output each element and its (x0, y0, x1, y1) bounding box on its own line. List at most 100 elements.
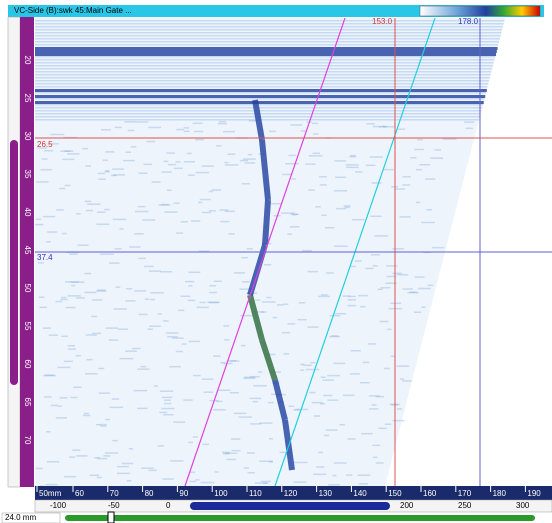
scan-speckle (55, 417, 67, 419)
scan-speckle (183, 399, 193, 401)
scan-speckle (306, 368, 320, 371)
scan-speckle (185, 280, 195, 283)
scan-band (35, 95, 486, 98)
cursor-label: 153.0 (372, 17, 393, 26)
scan-speckle (153, 385, 158, 387)
scan-speckle (369, 156, 383, 158)
cursor-label: 26.5 (37, 140, 53, 149)
scan-speckle (331, 335, 339, 337)
scan-speckle (241, 183, 250, 185)
scan-band (35, 29, 503, 31)
scan-speckle (259, 460, 273, 462)
scan-speckle (163, 399, 171, 401)
scan-speckle (219, 209, 229, 211)
scan-speckle (335, 176, 347, 179)
slider-track[interactable] (65, 515, 535, 521)
scan-speckle (233, 412, 247, 415)
ruler-label: 200 (400, 501, 414, 510)
scan-speckle (85, 209, 94, 212)
scan-speckle (315, 206, 321, 208)
scan-speckle (333, 245, 348, 248)
scan-speckle (343, 205, 351, 207)
scan-speckle (100, 253, 115, 255)
scan-speckle (249, 375, 260, 378)
scan-speckle (224, 164, 239, 166)
scan-speckle (430, 157, 444, 159)
scan-speckle (257, 371, 263, 373)
scan-speckle (268, 437, 274, 440)
scan-speckle (311, 401, 323, 404)
scan-speckle (228, 233, 235, 235)
scan-speckle (308, 189, 315, 191)
indication (252, 99, 265, 141)
slider-handle[interactable] (107, 511, 115, 523)
scan-speckle (333, 462, 347, 464)
scan-speckle (192, 122, 203, 125)
scan-speckle (50, 133, 65, 136)
scan-speckle (293, 461, 308, 464)
scan-speckle (180, 221, 188, 223)
scan-speckle (56, 209, 64, 211)
scan-band (35, 56, 496, 58)
scan-speckle (134, 290, 147, 292)
scan-speckle (60, 150, 74, 152)
scan-speckle (96, 211, 106, 213)
scan-speckle (217, 122, 228, 125)
scan-speckle (124, 121, 135, 123)
scan-speckle (220, 220, 230, 223)
scan-speckle (392, 419, 405, 422)
scan-speckle (96, 476, 103, 479)
scan-speckle (307, 326, 319, 328)
scan-speckle (39, 485, 45, 486)
scan-speckle (89, 474, 100, 477)
scan-speckle (243, 467, 249, 469)
scan-speckle (253, 384, 267, 387)
scan-speckle (147, 328, 154, 330)
scan-speckle (333, 190, 348, 192)
bottom-ruler (35, 486, 552, 500)
scan-speckle (222, 453, 230, 455)
scan-speckle (384, 423, 392, 426)
scan-speckle (239, 288, 253, 290)
scan-speckle (372, 125, 381, 128)
scan-band (35, 101, 484, 104)
scan-speckle (167, 189, 172, 192)
scan-speckle (143, 265, 154, 268)
scan-speckle (39, 306, 47, 309)
scan-speckle (241, 256, 248, 259)
scan-speckle (77, 244, 89, 246)
scan-speckle (287, 323, 296, 325)
scan-speckle (287, 233, 292, 235)
scan-speckle (61, 335, 68, 338)
scan-speckle (323, 394, 333, 397)
scan-speckle (148, 469, 157, 472)
scroll-thumb-vertical[interactable] (10, 140, 18, 385)
scan-speckle (365, 267, 374, 270)
scan-speckle (112, 439, 118, 442)
scan-speckle (119, 228, 124, 230)
scan-speckle (417, 287, 431, 290)
scan-speckle (121, 462, 134, 465)
scan-speckle (138, 257, 146, 260)
scan-speckle (187, 299, 196, 302)
scan-speckle (276, 304, 284, 306)
scan-speckle (96, 290, 107, 292)
scan-speckle (372, 265, 378, 267)
scan-speckle (151, 181, 161, 183)
scan-speckle (203, 391, 214, 393)
scan-speckle (134, 121, 149, 123)
scan-speckle (349, 373, 360, 375)
scan-speckle (386, 265, 398, 267)
scan-speckle (169, 365, 181, 368)
scan-speckle (175, 161, 181, 163)
scan-speckle (281, 212, 296, 214)
scan-speckle (67, 348, 76, 350)
scan-speckle (111, 398, 120, 400)
scan-band (35, 38, 500, 40)
scan-speckle (173, 421, 186, 423)
scan-speckle (65, 281, 79, 283)
cursor-label: 37.4 (37, 253, 53, 262)
scan-speckle (425, 178, 436, 180)
scan-speckle (224, 210, 235, 213)
scroll-thumb-horizontal[interactable] (190, 502, 390, 510)
